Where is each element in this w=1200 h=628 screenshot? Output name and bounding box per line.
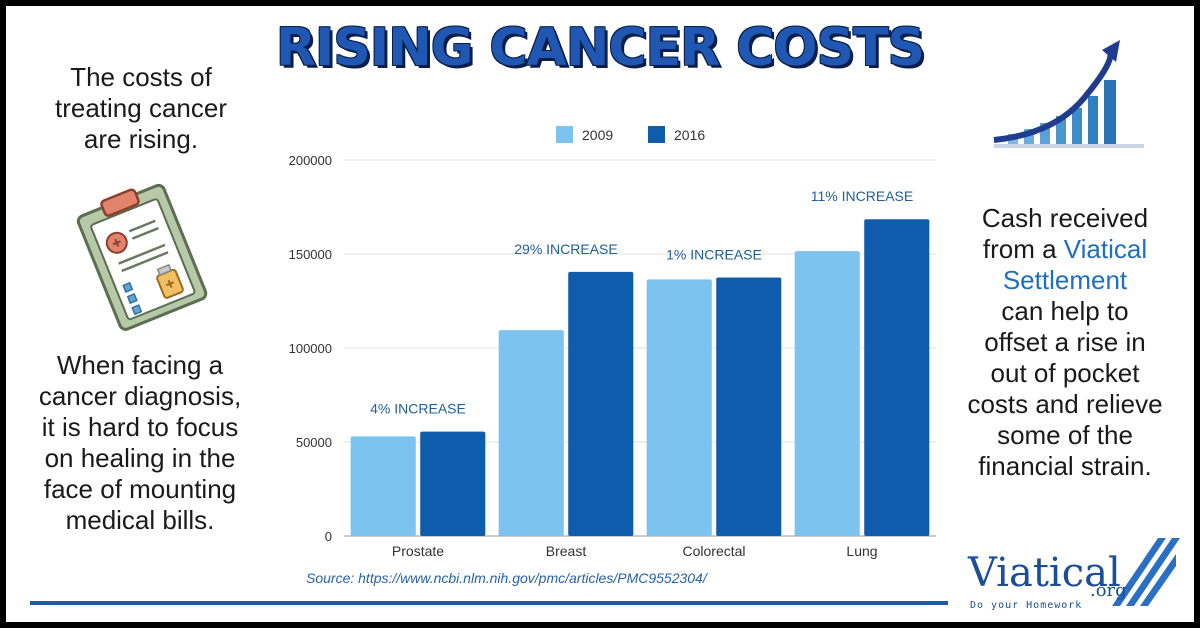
increase-annotation: 1% INCREASE: [666, 247, 762, 263]
diagnosis-line: medical bills.: [65, 505, 215, 535]
viatical-text: Cash received from a Viatical Settlement…: [952, 203, 1178, 482]
increase-annotation: 4% INCREASE: [370, 401, 466, 417]
viatical-line: out of pocket: [990, 358, 1140, 388]
cost-bar-chart: 0 50000 100000 150000 200000 Prostate 4% INCR…: [289, 126, 936, 559]
bar-2016-colorectal: [716, 277, 782, 536]
y-tick-label: 100000: [289, 341, 332, 356]
bar-2016-prostate: [420, 431, 486, 536]
viatical-line: costs and relieve: [967, 389, 1163, 419]
viatical-line: offset a rise in: [984, 327, 1146, 357]
viatical-line: from a Viatical: [952, 234, 1178, 265]
y-tick-label: 0: [325, 529, 332, 544]
diagnosis-line: it is hard to focus: [41, 412, 239, 442]
viatical-line: Cash received: [981, 203, 1149, 233]
intro-text: The costs of treating cancer are rising.: [26, 62, 256, 155]
settlement-highlight: Settlement: [1002, 265, 1128, 295]
medical-clipboard-icon: [68, 182, 218, 337]
diagnosis-line: cancer diagnosis,: [38, 381, 242, 411]
viatical-line: some of the: [997, 420, 1133, 450]
viatical-highlight: Viatical: [1063, 234, 1148, 264]
legend-label: 2016: [674, 127, 705, 143]
page-title: RISING CANCER COSTS: [276, 18, 925, 78]
bar-2009-colorectal: [646, 279, 712, 536]
footer-divider: [30, 601, 948, 605]
diagnosis-line: face of mounting: [43, 474, 237, 504]
x-tick-label: Breast: [546, 543, 587, 559]
y-tick-label: 50000: [296, 435, 332, 450]
logo-suffix: .org: [1090, 580, 1127, 601]
diagnosis-line: on healing in the: [44, 443, 236, 473]
x-tick-label: Lung: [846, 543, 877, 559]
increase-annotation: 11% INCREASE: [811, 188, 913, 204]
intro-line: treating cancer: [55, 93, 227, 123]
logo-name: Viatical: [967, 550, 1121, 596]
increase-annotation: 29% INCREASE: [514, 241, 617, 257]
bar-2009-lung: [794, 251, 860, 536]
legend-swatch-2009: [556, 126, 573, 143]
infographic-frame: RISING CANCER COSTS The costs of treatin…: [6, 6, 1194, 622]
x-tick-label: Colorectal: [682, 543, 745, 559]
source-citation: Source: https://www.ncbi.nlm.nih.gov/pmc…: [306, 570, 707, 586]
viatical-line: financial strain.: [978, 451, 1152, 481]
viatical-line: can help to: [1001, 296, 1129, 326]
diagnosis-text: When facing a cancer diagnosis, it is ha…: [20, 350, 260, 536]
legend-label: 2009: [582, 127, 613, 143]
y-tick-label: 150000: [289, 247, 332, 262]
diagnosis-line: When facing a: [56, 350, 224, 380]
bar-2009-breast: [498, 330, 564, 536]
logo-tagline: Do your Homework: [970, 600, 1082, 611]
bar-2016-breast: [568, 271, 634, 536]
viatical-line-prefix: from a: [982, 234, 1064, 264]
bar-2016-lung: [864, 219, 930, 536]
legend-swatch-2016: [648, 126, 665, 143]
bar-2009-prostate: [350, 436, 416, 536]
y-tick-label: 200000: [289, 153, 332, 168]
x-tick-label: Prostate: [392, 543, 444, 559]
viatical-logo: Viatical .org Do your Homework: [962, 534, 1182, 622]
growth-chart-icon: [984, 36, 1148, 161]
intro-line: The costs of: [70, 62, 212, 92]
intro-line: are rising.: [83, 124, 199, 154]
